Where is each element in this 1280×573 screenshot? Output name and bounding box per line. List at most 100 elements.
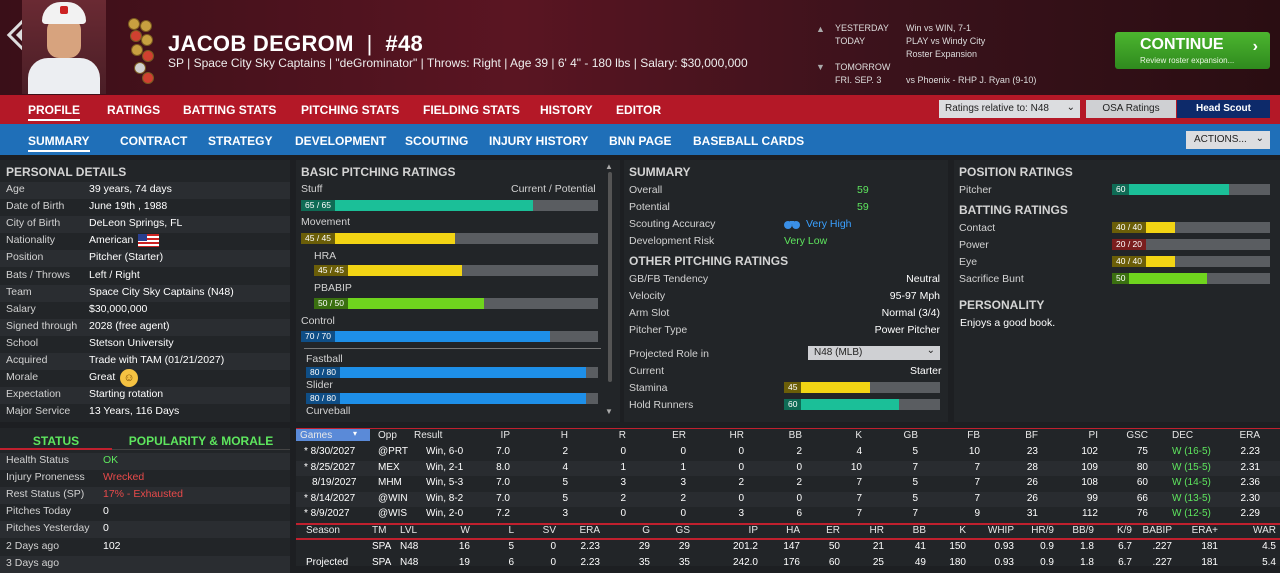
game-date-link[interactable]: * 8/25/2027 xyxy=(304,461,356,473)
column-header[interactable]: GB xyxy=(903,430,918,441)
game-cell: W (16-5) xyxy=(1172,446,1211,457)
column-header[interactable]: HR xyxy=(729,430,744,441)
chevron-up-icon[interactable]: ▲ xyxy=(816,24,825,34)
column-header[interactable]: W xyxy=(460,525,470,536)
bar-label: 45 xyxy=(784,382,802,393)
column-header[interactable]: IP xyxy=(500,430,510,441)
tab-profile[interactable]: PROFILE xyxy=(28,103,81,121)
column-header[interactable]: K/9 xyxy=(1116,525,1132,536)
column-header[interactable]: BB xyxy=(912,525,926,536)
tab-contract[interactable]: CONTRACT xyxy=(120,134,188,148)
season-cell: 25 xyxy=(872,557,884,568)
column-header[interactable]: PI xyxy=(1088,430,1098,441)
column-header[interactable]: WAR xyxy=(1253,525,1276,536)
tab-status[interactable]: STATUS xyxy=(0,430,112,450)
tab-strategy[interactable]: STRATEGY xyxy=(208,134,273,148)
scrollbar[interactable] xyxy=(608,172,612,382)
status-value: Wrecked xyxy=(103,471,145,484)
bar-fill xyxy=(1112,184,1229,195)
game-cell: @PRT xyxy=(378,446,408,457)
game-date-link[interactable]: * 8/14/2027 xyxy=(304,492,356,504)
column-header[interactable]: Season xyxy=(306,525,340,536)
detail-value[interactable]: Space City Sky Captains (N48) xyxy=(89,285,234,298)
column-header[interactable]: FB xyxy=(967,430,980,441)
game-date-link[interactable]: 8/19/2027 xyxy=(312,477,357,488)
tab-bnn-page[interactable]: BNN PAGE xyxy=(609,134,672,148)
tab-development[interactable]: DEVELOPMENT xyxy=(295,134,387,148)
column-header[interactable]: GS xyxy=(675,525,690,536)
games-select[interactable] xyxy=(296,429,370,441)
divider xyxy=(296,428,1280,429)
game-date-link[interactable]: * 8/9/2027 xyxy=(304,508,350,519)
scroll-down-icon[interactable]: ▼ xyxy=(605,407,613,416)
column-header[interactable]: K xyxy=(855,430,862,441)
divider xyxy=(296,523,1280,525)
continue-button[interactable]: CONTINUE Review roster expansion... › xyxy=(1115,32,1270,69)
column-header[interactable]: Games xyxy=(300,430,333,441)
game-cell: 66 xyxy=(1136,492,1148,504)
ratings-relative-select[interactable]: Ratings relative to: N48 ⌄ xyxy=(939,100,1080,118)
column-header[interactable]: BABIP xyxy=(1142,525,1172,536)
chevron-down-icon[interactable]: ▾ xyxy=(353,429,358,438)
season-cell: 0.93 xyxy=(994,541,1014,552)
detail-value[interactable]: Trade with TAM (01/21/2027) xyxy=(89,354,225,366)
tab-fielding-stats[interactable]: FIELDING STATS xyxy=(423,103,520,117)
column-header[interactable]: WHIP xyxy=(987,525,1014,536)
secondary-nav: SUMMARY CONTRACT STRATEGY DEVELOPMENT SC… xyxy=(0,124,1280,155)
tab-ratings[interactable]: RATINGS xyxy=(107,103,161,117)
column-header[interactable]: LVL xyxy=(400,525,418,536)
column-header[interactable]: IP xyxy=(748,525,758,536)
column-header[interactable]: SV xyxy=(542,525,556,536)
projected-role-select[interactable]: N48 (MLB) ⌄ xyxy=(808,345,940,360)
scroll-up-icon[interactable]: ▲ xyxy=(605,162,613,171)
detail-label: City of Birth xyxy=(6,217,61,230)
tab-summary[interactable]: SUMMARY xyxy=(28,134,90,152)
column-header[interactable]: R xyxy=(618,430,626,441)
game-cell: 0 xyxy=(680,508,686,519)
game-date-link[interactable]: * 8/30/2027 xyxy=(304,446,356,457)
column-header[interactable]: ERA+ xyxy=(1191,525,1218,536)
actions-dropdown[interactable]: ACTIONS... ⌄ xyxy=(1186,131,1270,149)
tab-batting-stats[interactable]: BATTING STATS xyxy=(183,103,277,117)
detail-value: Starting rotation xyxy=(89,388,164,401)
rating-value: Neutral xyxy=(906,273,940,285)
head-scout-button[interactable]: Head Scout xyxy=(1177,100,1270,118)
column-header[interactable]: GSC xyxy=(1126,430,1148,441)
game-cell: W (12-5) xyxy=(1172,508,1211,519)
tab-pitching-stats[interactable]: PITCHING STATS xyxy=(301,103,400,117)
detail-value[interactable]: Stetson University xyxy=(89,336,174,349)
control-bar: 70 / 70 xyxy=(301,331,598,342)
season-cell: 41 xyxy=(914,541,926,552)
column-header[interactable]: Opp xyxy=(378,430,397,441)
column-header[interactable]: L xyxy=(508,525,514,536)
tab-history[interactable]: HISTORY xyxy=(540,103,593,117)
column-header[interactable]: Result xyxy=(414,430,443,441)
personal-details-panel: PERSONAL DETAILS Age 39 years, 74 days Dat… xyxy=(0,160,290,422)
column-header[interactable]: ER xyxy=(672,430,686,441)
game-cell: 7.2 xyxy=(496,508,510,519)
column-header[interactable]: TM xyxy=(372,525,387,536)
tab-scouting[interactable]: SCOUTING xyxy=(405,134,469,148)
column-header[interactable]: BB xyxy=(788,430,802,441)
tab-injury-history[interactable]: INJURY HISTORY xyxy=(489,134,589,148)
status-label: 2 Days ago xyxy=(6,539,60,552)
osa-ratings-button[interactable]: OSA Ratings xyxy=(1086,100,1176,118)
column-header[interactable]: K xyxy=(959,525,966,536)
column-header[interactable]: H xyxy=(560,430,568,441)
column-header[interactable]: ERA xyxy=(1239,430,1260,441)
tab-editor[interactable]: EDITOR xyxy=(616,103,662,117)
column-header[interactable]: DEC xyxy=(1172,430,1194,441)
column-header[interactable]: G xyxy=(642,525,650,536)
tab-popularity-morale[interactable]: POPULARITY & MORALE xyxy=(112,430,290,450)
column-header[interactable]: BF xyxy=(1025,430,1038,441)
tab-baseball-cards[interactable]: BASEBALL CARDS xyxy=(693,134,805,148)
chevron-down-icon[interactable]: ▼ xyxy=(816,62,825,72)
column-header[interactable]: HA xyxy=(786,525,800,536)
column-header[interactable]: HR xyxy=(869,525,884,536)
detail-label: Team xyxy=(6,285,32,298)
game-cell: 5 xyxy=(912,446,918,457)
column-header[interactable]: HR/9 xyxy=(1031,525,1054,536)
column-header[interactable]: ER xyxy=(826,525,840,536)
column-header[interactable]: BB/9 xyxy=(1072,525,1094,536)
column-header[interactable]: ERA xyxy=(579,525,600,536)
